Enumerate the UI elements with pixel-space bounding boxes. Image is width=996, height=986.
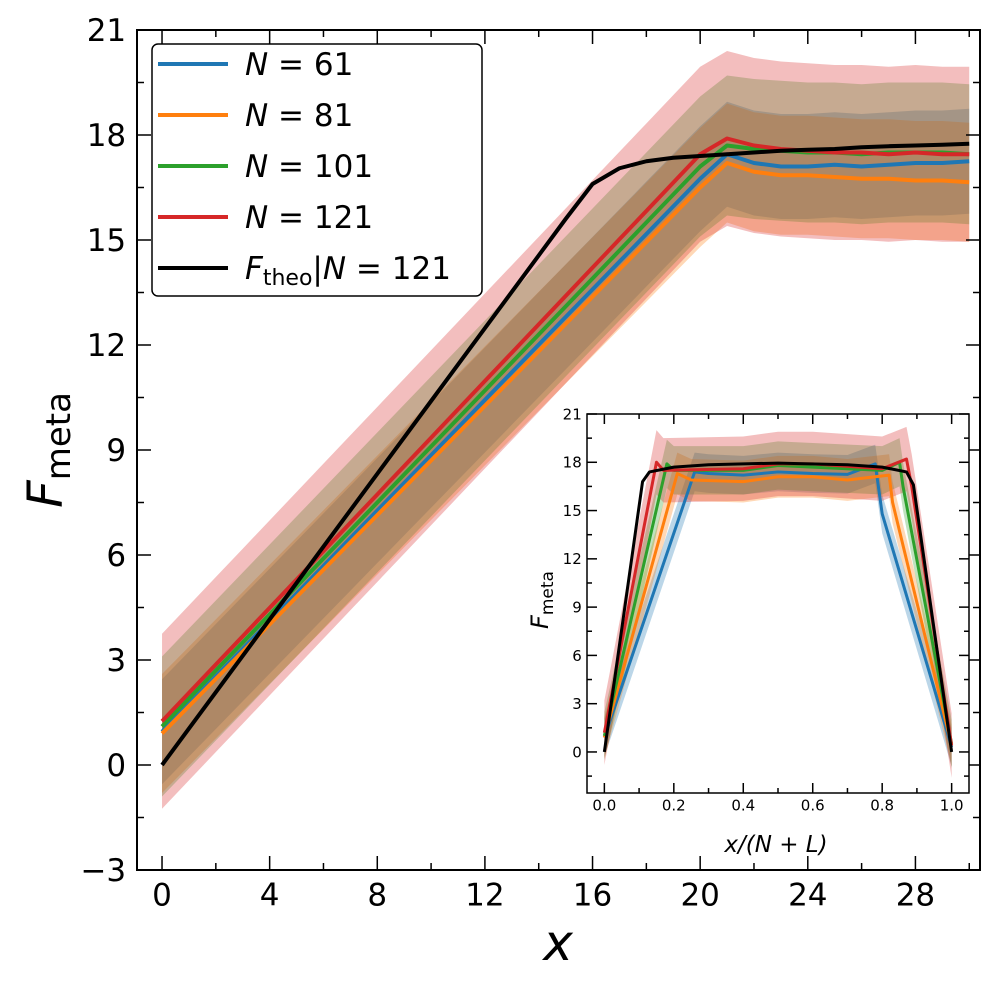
legend-label-part: theo [263,266,313,291]
legend-label-0: N = 61 [245,47,353,83]
main-y-tick-label: 6 [106,538,126,574]
inset-series-group [602,426,954,778]
main-y-tick-label: 18 [87,118,126,154]
inset-x-tick-label: 0.4 [731,796,755,814]
legend-label-part: N [245,200,268,236]
legend-label-part: = 121 [346,251,451,287]
inset-y-tick-label: 3 [572,695,582,713]
main-y-tick-label: 3 [106,643,126,679]
main-y-tick-label: −3 [80,853,126,889]
inset-line-0 [602,462,954,748]
inset-x-tick-label: 0.8 [870,796,894,814]
inset-x-axis-label: x/(N + L) [723,832,827,858]
inset-y-tick-label: 9 [572,599,582,617]
main-line-3 [160,136,970,723]
inset-y-tick-label: 18 [563,454,582,472]
main-x-tick-label: 4 [260,878,280,914]
inset-y-tick-label: 6 [572,647,582,665]
inset-y-tick-label: 15 [563,502,582,520]
main-y-tick-label: 0 [106,748,126,784]
inset-x-tick-label: 0.6 [801,796,825,814]
inset-x-tick-label: 0.0 [592,796,616,814]
inset-y-axis-label-main: F [526,614,554,629]
main-line-1 [160,161,970,735]
main-x-tick-label: 24 [788,878,827,914]
legend-label-part: N [245,98,268,134]
main-axis-labels: x Fmeta [18,392,573,972]
main-x-tick-label: 28 [896,878,935,914]
legend-label-part: = 101 [268,149,373,185]
legend-label-4: Ftheo|N = 121 [245,251,451,291]
legend-label-part: N [245,149,268,185]
inset-y-tick-label: 12 [563,550,582,568]
y-axis-label: Fmeta [18,392,79,508]
inset-y-axis-label: Fmeta [526,571,558,629]
inset-line-4 [602,461,954,753]
main-x-tick-label: 8 [367,878,387,914]
main-y-tick-label: 21 [87,13,126,49]
legend-label-part: F [245,251,264,287]
legend-box [151,43,483,297]
legend-label-3: N = 121 [245,200,373,236]
inset-y-axis-label-sub: meta [538,571,558,615]
main-band-1 [162,103,970,793]
main-x-tick-label: 20 [680,878,719,914]
inset-x-tick-label: 1.0 [940,796,964,814]
main-y-tick-label: 12 [87,328,126,364]
legend-label-part: = 121 [268,200,373,236]
legend-label-1: N = 81 [245,98,353,134]
main-series-group [160,51,970,809]
y-axis-label-main: F [18,479,74,508]
legend-label-part: | [312,251,322,287]
inset-x-tick-label: 0.2 [662,796,686,814]
main-line-4 [160,141,970,767]
main-y-tick-label: 15 [87,223,126,259]
main-x-tick-label: 12 [465,878,504,914]
legend-label-part: = 81 [268,98,353,134]
inset-y-tick-label: 21 [563,405,582,423]
legend-label-part: = 61 [268,47,353,83]
legend-label-part: N [245,47,268,83]
inset-line-1 [602,472,954,746]
legend-label-part: N [323,251,346,287]
main-y-tick-label: 9 [106,433,126,469]
y-axis-label-sub: meta [39,392,79,480]
main-x-tick-label: 0 [152,878,172,914]
inset-axis-labels: x/(N + L) Fmeta [526,571,828,858]
x-axis-label: x [541,914,573,972]
inset-plot-area: 0.0 0.2 0.4 0.6 0.8 1.0 0 3 6 9 12 15 18 21 [563,405,970,814]
main-band-3 [162,51,970,809]
main-band-0 [162,101,970,785]
inset-y-tick-label: 0 [572,743,582,761]
main-line-0 [160,152,970,734]
main-x-tick-label: 16 [573,878,612,914]
legend-label-2: N = 101 [245,149,373,185]
